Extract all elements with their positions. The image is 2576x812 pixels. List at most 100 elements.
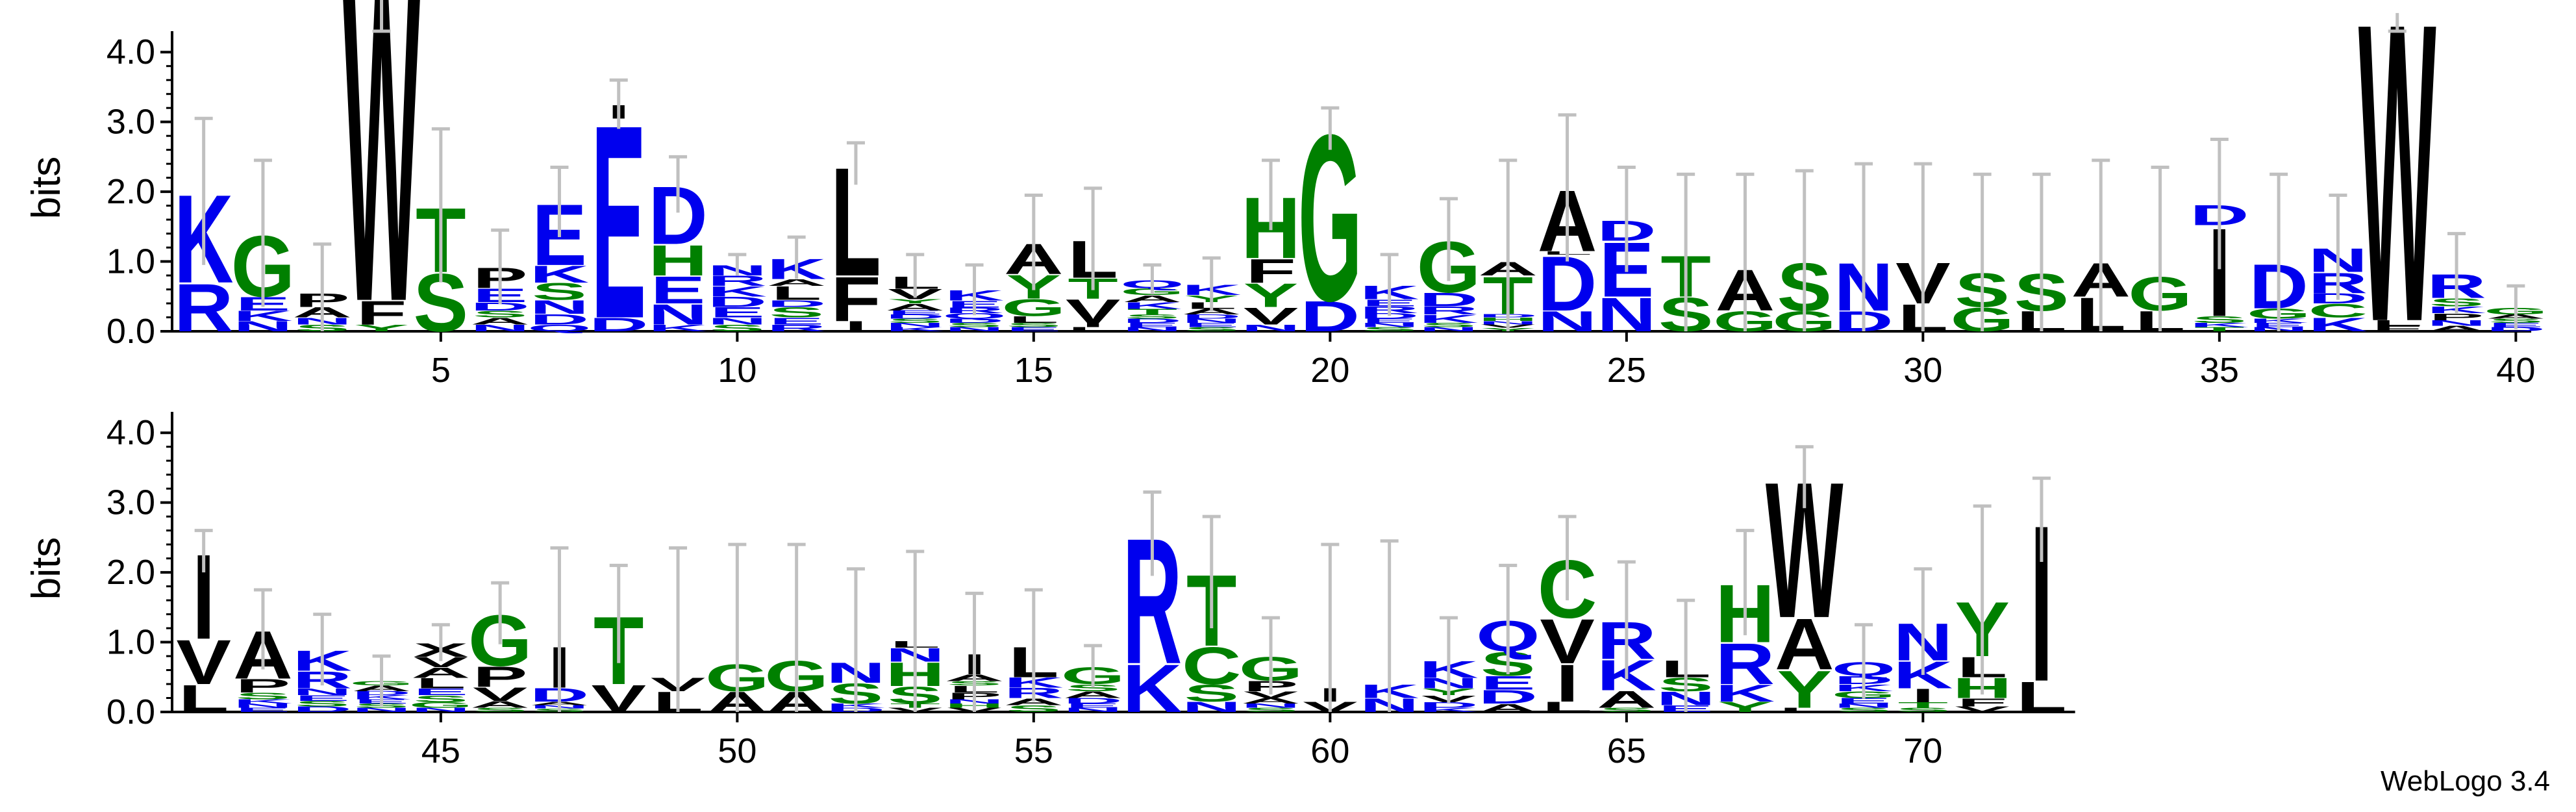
logo-letter-E: E [236, 707, 291, 713]
logo-letter-N: N [2427, 319, 2486, 327]
logo-letter-R: R [1419, 304, 1479, 317]
logo-letter-P: P [236, 675, 291, 696]
logo-letter-I: I [1556, 653, 1579, 713]
logo-letter-E: E [1836, 696, 1892, 705]
logo-letter-A: A [2427, 324, 2486, 333]
logo-letter-D: D [1301, 292, 1360, 340]
logo-letter-S: S [1895, 707, 1951, 713]
x-tick-label: 5 [431, 351, 451, 390]
x-tick-label: 60 [1310, 731, 1349, 770]
logo-letter-V: V [1955, 705, 2010, 713]
logo-letter-A: A [1123, 293, 1182, 304]
logo-letter-V: V [1244, 302, 1299, 329]
logo-letter-N: N [1123, 326, 1182, 333]
logo-letter-A: A [411, 665, 471, 681]
logo-letter-S: S [1007, 704, 1062, 715]
logo-letter-S: S [1184, 326, 1239, 333]
logo-letter-E: E [1066, 703, 1121, 709]
y-axis-label: bits [24, 537, 69, 600]
logo-letter-D: D [885, 314, 945, 320]
logo-letter-A: A [1241, 696, 1301, 705]
logo-letter-N: N [648, 298, 708, 331]
logo-letter-A: A [1478, 702, 1538, 715]
logo-letter-N: N [233, 703, 293, 709]
logo-letter-F: F [831, 264, 881, 334]
y-tick-label: 1.0 [106, 242, 155, 281]
logo-letter-E: E [414, 687, 469, 698]
logo-letter-N: N [1597, 288, 1657, 342]
y-tick-label: 0.0 [106, 692, 155, 731]
logo-letter-K: K [1123, 300, 1182, 311]
logo-letter-S: S [1836, 707, 1892, 713]
logo-letter-S: S [710, 323, 765, 334]
logo-letter-S: S [1244, 707, 1299, 713]
logo-letter-D: D [1123, 318, 1182, 324]
logo-letter-E: E [295, 694, 350, 702]
logo-letter-L: L [2372, 319, 2422, 327]
logo-letter-T: T [1898, 701, 1948, 709]
x-tick-label: 40 [2496, 351, 2535, 390]
logo-letter-N: N [530, 296, 590, 318]
logo-letter-V: V [1244, 689, 1299, 700]
logo-letter-F: F [1245, 251, 1295, 290]
logo-letter-A: A [1182, 307, 1242, 316]
logo-letter-N: N [292, 687, 352, 698]
logo-letter-D: D [708, 294, 768, 310]
logo-letter-E: E [888, 309, 943, 316]
logo-letter-N: N [1182, 699, 1242, 715]
logo-letter-F: F [1957, 696, 2007, 709]
logo-letter-Y: Y [888, 298, 943, 305]
logo-letter-D: D [1478, 686, 1538, 707]
y-tick-label: 2.0 [106, 172, 155, 211]
y-tick-label: 4.0 [106, 32, 155, 71]
logo-letter-V: V [1066, 292, 1121, 331]
logo-letter-N: N [1241, 703, 1301, 709]
logo-letter-L: L [1542, 699, 1592, 715]
logo-letter-G: G [1002, 294, 1066, 321]
logo-letter-Q: Q [527, 323, 592, 334]
logo-letter-D: D [945, 318, 1005, 324]
x-tick-label: 20 [1310, 351, 1349, 390]
logo-letter-R: R [174, 270, 234, 346]
x-tick-label: 45 [421, 731, 460, 770]
logo-letter-K: K [233, 308, 293, 324]
logo-letter-C: C [1182, 635, 1242, 695]
logo-letter-R: R [708, 273, 768, 289]
logo-letter-Q: Q [942, 312, 1007, 320]
logo-letter-N: N [411, 707, 471, 713]
logo-letter-E: E [710, 305, 765, 321]
logo-letter-W: W [2358, 0, 2437, 411]
logo-letter-V: V [591, 677, 646, 720]
logo-letter-D: D [292, 705, 352, 713]
y-tick-label: 0.0 [106, 312, 155, 351]
logo-letter-A: A [1004, 696, 1064, 707]
y-tick-label: 1.0 [106, 623, 155, 662]
logo-letter-L: L [416, 676, 466, 692]
logo-letter-N: N [1538, 305, 1597, 338]
logo-letter-S: S [473, 309, 528, 320]
logo-letter-E: E [1125, 322, 1180, 329]
logo-letter-E: E [1184, 322, 1239, 329]
logo-letter-D: D [470, 300, 530, 313]
logo-letter-S: S [1421, 322, 1477, 329]
logo-letter-S: S [414, 694, 469, 705]
logo-letter-T: T [1127, 307, 1177, 316]
logo-letter-E: E [1481, 672, 1536, 694]
logo-letter-R: R [1716, 632, 1775, 697]
logo-letter-N: N [708, 316, 768, 327]
logo-letter-G: G [409, 701, 473, 709]
logo-letter-S: S [1184, 679, 1239, 707]
logo-letter-S: S [947, 322, 1002, 329]
logo-letter-K: K [1419, 312, 1479, 325]
logo-letter-K: K [530, 260, 590, 288]
logo-letter-S: S [2192, 314, 2247, 325]
x-tick-label: 50 [718, 731, 757, 770]
logo-letter-E: E [1362, 318, 1417, 324]
logo-letter-E: E [769, 316, 824, 327]
logo-letter-D: D [1182, 314, 1242, 320]
logo-letter-N: N [352, 707, 412, 713]
logo-letter-S: S [1362, 326, 1417, 333]
logo-letter-V: V [473, 683, 528, 705]
logo-letter-S: S [1125, 314, 1180, 320]
logo-letter-S: S [532, 278, 587, 305]
